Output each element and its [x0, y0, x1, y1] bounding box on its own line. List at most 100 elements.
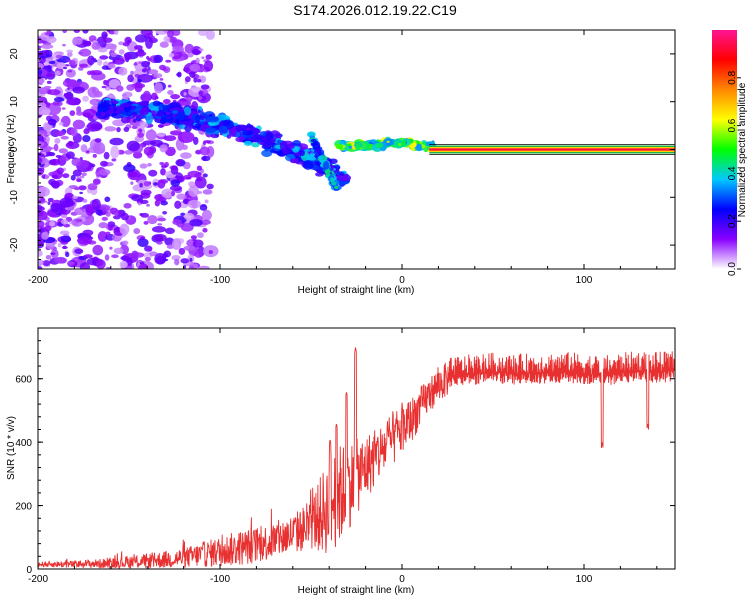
- spectrogram-noise-blob: [79, 206, 85, 210]
- spectrogram-noise-blob: [83, 128, 90, 135]
- spectrogram-noise-blob: [198, 96, 203, 100]
- colorbar-tick-label: 0.6: [727, 118, 738, 132]
- spectrogram-noise-blob: [143, 220, 149, 225]
- spectrogram-noise-blob: [189, 71, 196, 78]
- spectrogram-noise-blob: [137, 78, 142, 83]
- spectrogram-noise-blob: [176, 72, 181, 77]
- spectrogram-line-core: [429, 148, 675, 151]
- spectrogram-band-blob: [292, 140, 302, 147]
- spectrogram-noise-blob: [105, 266, 112, 269]
- spectrogram-noise-blob: [176, 193, 187, 200]
- spectrogram-noise-blob: [164, 227, 175, 235]
- spectrogram-noise-blob: [131, 194, 144, 202]
- spectrogram-noise-blob: [147, 214, 158, 225]
- spectrogram-noise-blob: [130, 181, 134, 185]
- spectrogram-noise-blob: [187, 181, 196, 187]
- spectrogram-xtick-label: 0: [399, 275, 405, 286]
- spectrogram-noise-blob: [104, 196, 111, 203]
- spectrogram-noise-blob: [144, 257, 151, 262]
- spectrogram-flat-blob: [346, 143, 353, 147]
- spectrogram-noise-blob: [185, 176, 192, 180]
- spectrogram-noise-blob: [50, 252, 56, 255]
- spectrogram-noise-blob: [50, 158, 61, 166]
- spectrogram-band-blob: [256, 135, 265, 140]
- spectrogram-band-blob: [261, 138, 273, 147]
- spectrogram-noise-blob: [76, 178, 82, 183]
- spectrogram-noise-blob: [170, 146, 175, 150]
- spectrogram-noise-blob: [158, 64, 167, 71]
- spectrogram-band-blob: [302, 160, 314, 170]
- spectrogram-noise-blob: [65, 251, 70, 258]
- spectrogram-band-blob: [218, 125, 229, 134]
- spectrogram-band-blob: [284, 150, 290, 155]
- spectrogram-noise-blob: [70, 174, 76, 181]
- spectrogram-noise-blob: [82, 30, 89, 34]
- spectrogram-noise-blob: [66, 97, 81, 106]
- spectrogram-noise-blob: [148, 169, 158, 177]
- spectrogram-flat-blob: [425, 141, 431, 147]
- spectrogram-noise-blob: [40, 197, 44, 201]
- spectrogram-noise-blob: [168, 52, 175, 58]
- colorbar-tick-label: 0.0: [727, 262, 738, 276]
- spectrogram-noise-blob: [60, 235, 72, 243]
- spectrogram-noise-blob: [140, 189, 152, 196]
- spectrogram-noise-blob: [172, 45, 185, 53]
- spectrogram-noise-blob: [197, 232, 204, 239]
- spectrogram-noise-blob: [62, 30, 67, 34]
- spectrogram-noise-blob: [114, 211, 119, 217]
- spectrogram-noise-blob: [197, 30, 208, 37]
- spectrogram-noise-blob: [87, 183, 98, 191]
- spectrogram-band-blob: [228, 129, 237, 137]
- spectrogram-noise-blob: [180, 223, 194, 232]
- spectrogram-noise-blob: [169, 185, 183, 192]
- spectrogram-flat-blob: [335, 143, 344, 150]
- spectrogram-noise-blob: [139, 163, 148, 169]
- spectrogram-band-blob: [199, 115, 205, 120]
- spectrogram-noise-blob: [208, 250, 213, 255]
- spectrogram-noise-blob: [171, 238, 182, 251]
- spectrogram-noise-blob: [169, 36, 178, 43]
- spectrogram-noise-blob: [42, 260, 51, 266]
- spectrogram-noise-blob: [78, 185, 87, 191]
- spectrogram-noise-blob: [108, 224, 113, 231]
- spectrogram-noise-blob: [196, 165, 203, 171]
- spectrogram-noise-blob: [90, 163, 96, 168]
- spectrogram-noise-blob: [76, 106, 82, 113]
- spectrogram-noise-blob: [190, 235, 197, 240]
- spectrogram-noise-blob: [128, 171, 138, 178]
- spectrogram-noise-blob: [48, 73, 54, 77]
- spectrogram-noise-blob: [74, 248, 84, 254]
- snr-xtick-label: -100: [210, 574, 230, 585]
- spectrogram-noise-blob: [171, 166, 178, 171]
- spectrogram-noise-blob: [82, 108, 98, 119]
- spectrogram-noise-blob: [177, 159, 183, 164]
- spectrogram-band-blob: [184, 125, 192, 133]
- spectrogram-band-blob: [306, 154, 317, 161]
- spectrogram-noise-blob: [91, 87, 96, 94]
- spectrogram-flat-blob: [359, 141, 370, 150]
- spectrogram-noise-blob: [141, 60, 150, 68]
- spectrogram-noise-blob: [169, 130, 183, 136]
- snr-xlabel: Height of straight line (km): [298, 585, 415, 596]
- spectrogram-noise-blob: [124, 149, 133, 155]
- spectrogram-noise-blob: [95, 209, 103, 216]
- spectrogram-noise-blob: [192, 136, 199, 145]
- spectrogram-noise-blob: [38, 220, 45, 228]
- spectrogram-noise-blob: [55, 154, 62, 158]
- spectrogram-ytick-label: 20: [9, 48, 20, 60]
- spectrogram-noise-blob: [151, 92, 158, 101]
- spectrogram-noise-blob: [113, 247, 124, 255]
- spectrogram-noise-blob: [38, 77, 45, 85]
- spectrogram-noise-blob: [153, 182, 158, 186]
- spectrogram-noise-blob: [159, 144, 168, 153]
- spectrogram-noise-blob: [131, 252, 145, 258]
- spectrogram-noise-blob: [78, 63, 88, 68]
- spectrogram-noise-blob: [38, 127, 41, 131]
- spectrogram-noise-blob: [78, 48, 92, 57]
- spectrogram-band-blob: [251, 142, 260, 148]
- spectrogram-noise-blob: [192, 239, 197, 242]
- spectrogram-noise-blob: [47, 120, 56, 124]
- spectrogram-noise-blob: [118, 67, 128, 76]
- spectrogram-noise-blob: [93, 141, 106, 155]
- spectrogram-noise-blob: [198, 90, 204, 97]
